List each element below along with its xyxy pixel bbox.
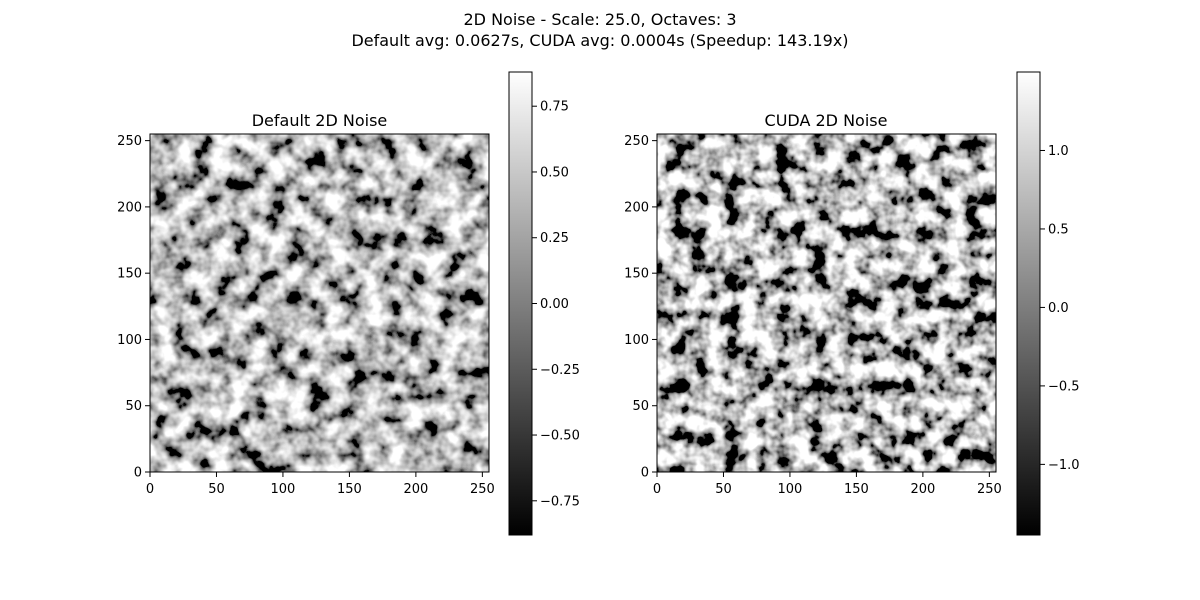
default-noise-colorbar-tick-label: −0.50 xyxy=(540,429,580,444)
default-noise-xtick-label: 250 xyxy=(470,482,495,497)
default-noise-x-axis: 0 50 100 150 200 250 xyxy=(146,472,495,497)
default-noise-y-axis: 0 50 100 150 200 250 xyxy=(117,134,150,481)
default-noise-heatmap xyxy=(150,134,489,472)
cuda-noise-ytick-label: 250 xyxy=(624,134,649,149)
cuda-noise-ytick-label: 100 xyxy=(624,333,649,348)
default-noise-ytick-label: 150 xyxy=(117,267,142,282)
cuda-noise-colorbar xyxy=(1016,71,1041,536)
default-noise-colorbar-tick-label: 0.50 xyxy=(540,165,569,180)
cuda-noise-x-axis: 0 50 100 150 200 250 xyxy=(653,472,1002,497)
cuda-noise-colorbar-tick-label: −1.0 xyxy=(1048,458,1080,473)
cuda-noise-title: CUDA 2D Noise xyxy=(765,111,888,130)
cuda-noise-xtick-label: 0 xyxy=(653,482,661,497)
default-noise-colorbar-tick-label: 0.25 xyxy=(540,231,569,246)
cuda-noise-ytick-label: 200 xyxy=(624,200,649,215)
default-noise-title: Default 2D Noise xyxy=(252,111,388,130)
figure-title-line2: Default avg: 0.0627s, CUDA avg: 0.0004s … xyxy=(351,31,849,50)
default-noise-colorbar xyxy=(508,71,533,536)
default-noise-ytick-label: 200 xyxy=(117,200,142,215)
default-noise-colorbar-tick-label: 0.00 xyxy=(540,297,569,312)
cuda-noise-colorbar-tick-label: 0.0 xyxy=(1048,301,1069,316)
default-noise-xtick-label: 150 xyxy=(337,482,362,497)
default-noise-colorbar-tick-label: 0.75 xyxy=(540,100,569,115)
cuda-noise-colorbar-tick-label: 0.5 xyxy=(1048,222,1069,237)
cuda-noise-y-axis: 0 50 100 150 200 250 xyxy=(624,134,657,481)
default-noise-ytick-label: 50 xyxy=(125,399,142,414)
default-noise-colorbar-tick-label: −0.25 xyxy=(540,363,580,378)
cuda-noise-xtick-label: 100 xyxy=(778,482,803,497)
default-noise-ytick-label: 250 xyxy=(117,134,142,149)
figure-title: 2D Noise - Scale: 25.0, Octaves: 3 Defau… xyxy=(0,9,1200,51)
cuda-noise-ytick-label: 150 xyxy=(624,267,649,282)
cuda-noise-ytick-label: 0 xyxy=(641,466,649,481)
cuda-noise-ytick-label: 50 xyxy=(632,399,649,414)
default-noise-axes-frame xyxy=(149,133,490,473)
cuda-noise-xtick-label: 150 xyxy=(844,482,869,497)
default-noise-panel: Default 2D Noise 0 50 100 150 200 250 0 50 100 1… xyxy=(117,71,580,536)
cuda-noise-panel: CUDA 2D Noise 0 50 100 150 200 250 0 50 100 150 2… xyxy=(624,71,1080,536)
cuda-noise-xtick-label: 250 xyxy=(977,482,1002,497)
cuda-noise-colorbar-tick-label: −0.5 xyxy=(1048,379,1080,394)
default-noise-colorbar-tick-label: −0.75 xyxy=(540,494,580,509)
cuda-noise-axes-frame xyxy=(656,133,997,473)
cuda-noise-colorbar-tick-label: 1.0 xyxy=(1048,144,1069,159)
default-noise-xtick-label: 200 xyxy=(403,482,428,497)
default-noise-ytick-label: 0 xyxy=(134,466,142,481)
default-noise-xtick-label: 100 xyxy=(271,482,296,497)
default-noise-xtick-label: 50 xyxy=(208,482,225,497)
figure-title-line1: 2D Noise - Scale: 25.0, Octaves: 3 xyxy=(463,10,737,29)
default-noise-colorbar-ticks: −0.75 −0.50 −0.25 0.00 0.25 0.50 0.75 xyxy=(532,100,580,509)
cuda-noise-heatmap xyxy=(657,134,996,472)
default-noise-ytick-label: 100 xyxy=(117,333,142,348)
cuda-noise-xtick-label: 50 xyxy=(715,482,732,497)
cuda-noise-xtick-label: 200 xyxy=(910,482,935,497)
default-noise-xtick-label: 0 xyxy=(146,482,154,497)
cuda-noise-colorbar-ticks: −1.0 −0.5 0.0 0.5 1.0 xyxy=(1040,144,1080,473)
